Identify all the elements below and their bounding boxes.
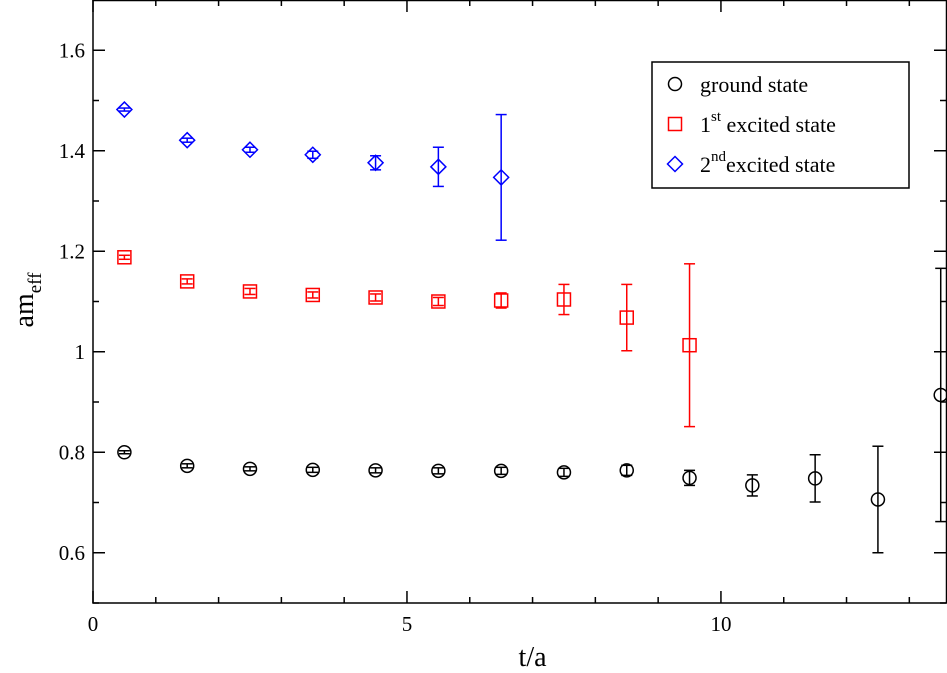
data-point: [179, 274, 195, 289]
data-point: [429, 158, 447, 176]
series-circle: [117, 267, 947, 554]
data-point: [241, 141, 259, 159]
legend-box: [651, 61, 910, 189]
series-layer: [115, 100, 947, 554]
legend-label: 1st excited state: [700, 109, 836, 137]
data-point: [682, 337, 697, 353]
y-axis-title: ameff: [9, 272, 46, 328]
data-point: [870, 492, 886, 507]
data-point: [431, 294, 446, 309]
data-point: [178, 131, 196, 149]
data-point: [682, 470, 697, 486]
x-tick-label: 5: [402, 612, 413, 636]
data-point: [304, 146, 322, 164]
data-point: [368, 290, 383, 305]
data-point: [431, 463, 446, 479]
series-diamond: [115, 100, 510, 241]
x-axis-title: t/a: [519, 642, 548, 673]
axes-layer: 0 5 10 0.6 0.8 1 1.2 1.4 1.6 t/a ameff: [9, 0, 946, 673]
legend-label: ground state: [700, 72, 808, 97]
legend-label-rest: excited state: [726, 152, 835, 177]
y-tick-label: 1.6: [59, 38, 85, 62]
data-point: [242, 284, 258, 299]
legend-marker: [667, 116, 683, 132]
data-point: [745, 478, 760, 493]
data-point: [556, 292, 572, 307]
legend-label-base: ground state: [700, 72, 808, 97]
legend-marker: [666, 155, 684, 173]
x-tick-label: 10: [710, 612, 731, 636]
data-point: [305, 287, 321, 303]
data-point: [807, 471, 823, 486]
data-point: [619, 463, 634, 478]
legend-label-sup: st: [711, 109, 722, 125]
data-point: [493, 463, 509, 479]
data-point: [492, 168, 510, 186]
y-axis-title-sub: eff: [25, 272, 46, 293]
data-point: [619, 310, 634, 325]
y-tick-label: 0.6: [59, 541, 85, 565]
data-point: [117, 250, 132, 265]
legend-label-base: 2: [700, 152, 711, 177]
y-axis-title-base: am: [9, 293, 40, 327]
data-point: [493, 293, 509, 308]
y-tick-label: 0.8: [59, 440, 85, 464]
data-point: [367, 154, 385, 172]
legend-label: 2ndexcited state: [700, 149, 835, 177]
legend-label-base: 1: [700, 112, 711, 137]
data-point: [242, 461, 258, 477]
data-point: [368, 463, 383, 478]
y-tick-label: 1.4: [59, 139, 86, 163]
x-tick-label: 0: [88, 612, 99, 636]
y-tick-label: 1: [75, 340, 86, 364]
legend-label-rest: excited state: [721, 112, 836, 137]
data-point: [305, 462, 321, 478]
series-square: [117, 250, 697, 428]
legend-label-sup: nd: [711, 149, 727, 165]
data-point: [556, 465, 572, 480]
legend-marker: [667, 76, 683, 92]
data-point: [115, 100, 133, 119]
data-point: [117, 445, 132, 460]
data-point: [179, 458, 195, 474]
y-tick-label: 1.2: [59, 239, 85, 263]
